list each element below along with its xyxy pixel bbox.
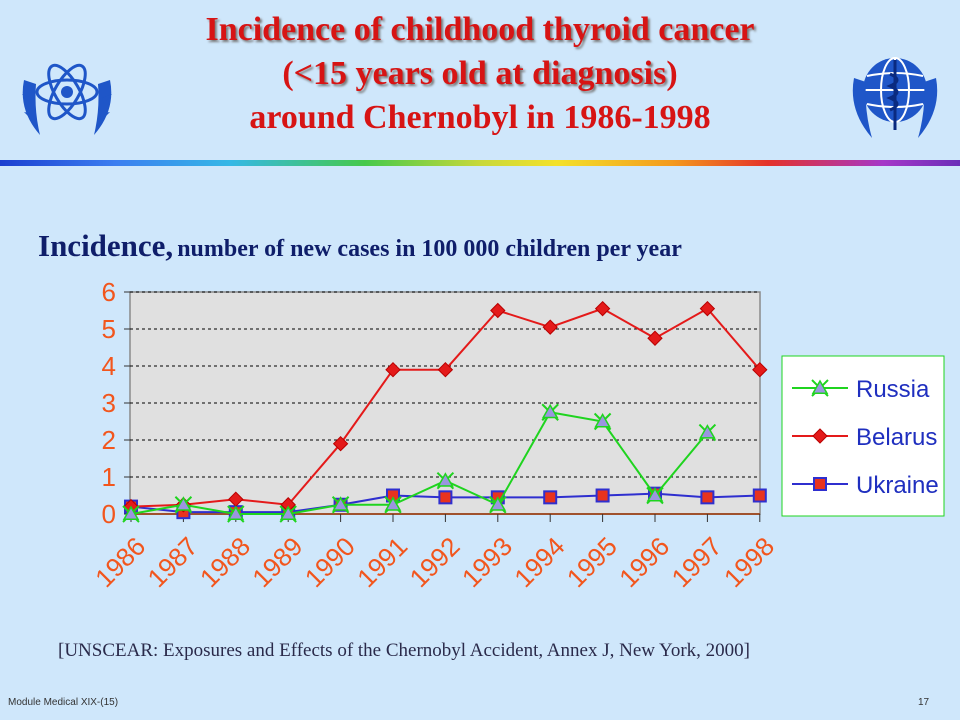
data-point-ukraine: [700, 490, 715, 505]
legend-label-russia: Russia: [856, 376, 930, 403]
x-tick-label: 1994: [508, 531, 570, 593]
y-tick-label: 1: [102, 462, 116, 492]
data-point-russia: [541, 403, 559, 419]
title-paren-close: ): [666, 55, 678, 92]
data-point-belarus: [490, 302, 506, 319]
data-point-ukraine: [752, 488, 767, 503]
x-tick-label: 1988: [194, 531, 256, 593]
x-tick-label: 1991: [351, 531, 413, 593]
data-point-belarus: [594, 300, 611, 317]
x-tick-label: 1996: [613, 531, 675, 593]
data-point-ukraine: [543, 490, 558, 505]
x-tick-label: 1986: [89, 531, 151, 593]
y-tick-label: 3: [102, 388, 116, 418]
data-point-belarus: [542, 319, 558, 335]
title-age-qualifier: <15 years old at diagnosis: [293, 55, 667, 92]
data-point-russia: [489, 496, 507, 511]
x-tick-label: 1990: [299, 531, 361, 593]
y-tick-label: 5: [102, 314, 116, 344]
title-paren-open: (: [282, 55, 294, 92]
y-tick-label: 6: [102, 277, 116, 307]
data-point-belarus: [332, 435, 349, 452]
data-point-russia: [384, 496, 402, 511]
footer-page-number: 17: [918, 697, 930, 708]
data-point-russia: [122, 505, 140, 520]
x-tick-label: 1997: [666, 531, 728, 593]
legend-label-belarus: Belarus: [856, 424, 937, 451]
y-tick-label: 2: [102, 425, 116, 455]
title-line-2: (<15 years old at diagnosis): [150, 52, 810, 96]
y-tick-label: 0: [102, 499, 116, 529]
iaea-logo-icon: [22, 63, 112, 135]
source-citation: [UNSCEAR: Exposures and Effects of the C…: [57, 640, 751, 661]
data-point-russia: [646, 486, 664, 502]
subtitle-main: Incidence,: [38, 228, 174, 263]
title-block: Incidence of childhood thyroid cancer (<…: [150, 8, 810, 140]
title-line-3: around Chernobyl in 1986-1998: [249, 99, 711, 136]
x-tick-label: 1992: [404, 531, 466, 593]
x-tick-label: 1998: [718, 531, 780, 593]
data-point-russia: [437, 472, 454, 487]
data-point-russia: [227, 505, 245, 520]
x-tick-label: 1993: [456, 531, 518, 593]
data-point-belarus: [385, 361, 401, 378]
who-logo-icon: [852, 57, 938, 138]
data-point-ukraine: [595, 488, 610, 503]
x-tick-label: 1989: [246, 531, 308, 593]
title-line-1: Incidence of childhood thyroid cancer: [205, 11, 755, 48]
series-line-russia: [130, 411, 709, 515]
y-tick-label: 4: [102, 351, 116, 381]
rainbow-divider: [0, 160, 960, 166]
data-point-russia: [279, 505, 297, 520]
data-point-belarus: [647, 330, 663, 346]
data-point-russia: [699, 424, 716, 439]
data-point-ukraine: [438, 490, 453, 505]
legend-marker: [812, 428, 828, 444]
legend-label-ukraine: Ukraine: [856, 472, 939, 499]
data-point-belarus: [437, 361, 454, 378]
data-point-belarus: [752, 361, 768, 378]
chart-subtitle: Incidence, number of new cases in 100 00…: [38, 228, 682, 264]
data-point-belarus: [699, 300, 716, 317]
x-tick-label: 1987: [142, 531, 204, 593]
data-point-russia: [175, 496, 192, 511]
legend-marker: [813, 477, 827, 491]
legend-marker: [811, 379, 829, 394]
data-point-russia: [594, 412, 611, 428]
incidence-line-chart: 0123456198619871988198919901991199219931…: [89, 277, 945, 593]
x-tick-label: 1995: [561, 531, 623, 593]
footer-module-label: Module Medical XIX-(15): [8, 697, 119, 708]
data-point-russia: [332, 496, 349, 511]
subtitle-rest: number of new cases in 100 000 children …: [177, 236, 682, 262]
